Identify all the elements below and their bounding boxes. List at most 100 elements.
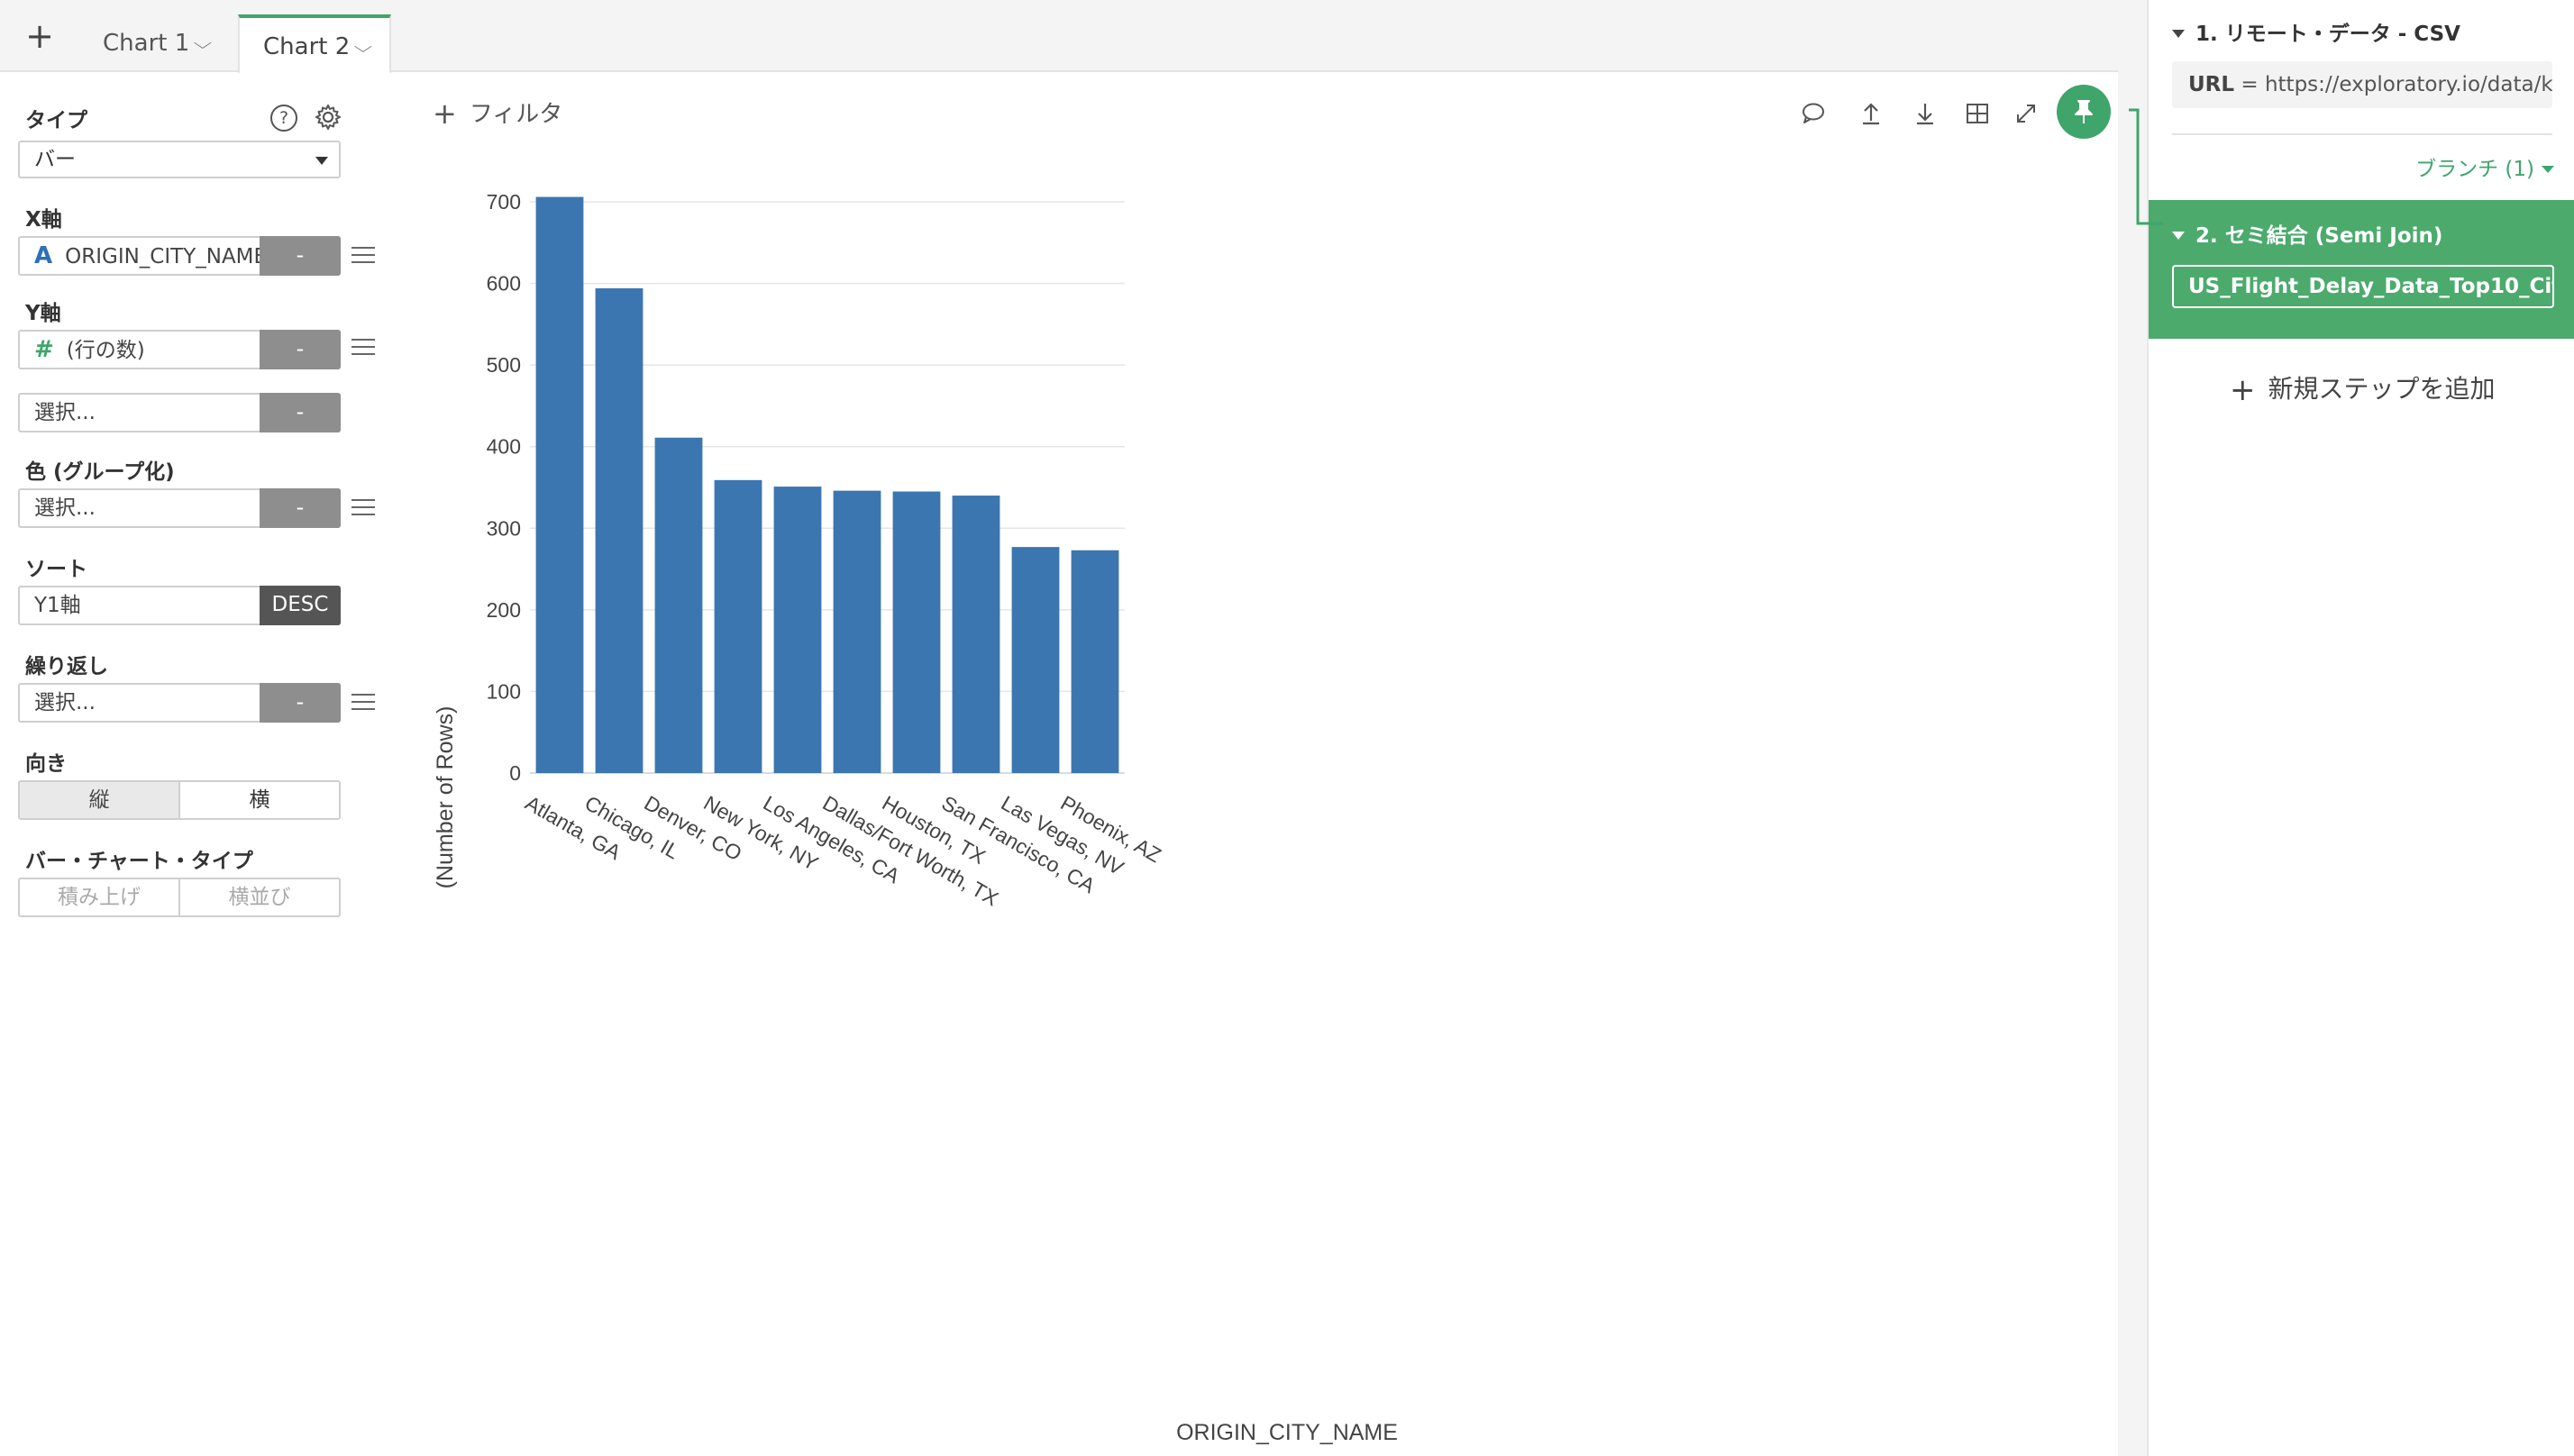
y2-axis-placeholder: 選択... — [34, 401, 96, 424]
bar[interactable] — [535, 196, 584, 773]
step-2-target-box[interactable]: US_Flight_Delay_Data_Top10_Citi... — [2172, 265, 2554, 308]
bar[interactable] — [1011, 547, 1060, 773]
bar[interactable] — [1071, 550, 1119, 773]
y-tick-label: 100 — [487, 679, 521, 703]
bar[interactable] — [952, 496, 1000, 773]
y-tick-label: 200 — [487, 598, 521, 622]
step-2-header[interactable]: 2. セミ結合 (Semi Join) — [2172, 218, 2442, 249]
step-connector — [2129, 108, 2163, 225]
text-type-icon: A — [34, 242, 53, 269]
bar[interactable] — [654, 437, 703, 773]
table-view-icon[interactable] — [1959, 96, 1995, 132]
add-chart-button[interactable]: + — [25, 16, 54, 56]
y-axis-value: (行の数) — [66, 339, 145, 362]
repeat-menu-icon[interactable] — [351, 692, 375, 712]
chart-type-value: バー — [34, 148, 76, 171]
branch-dropdown[interactable]: ブランチ (1) — [2415, 151, 2554, 182]
data-steps-panel: 1. リモート・データ - CSV URL = https://explorat… — [2147, 0, 2574, 1456]
chart-config-panel: タイプ ? バー X軸 A ORIGIN_CITY_NAME - Y軸 # (行の数… — [0, 72, 397, 1456]
add-filter-button[interactable]: + フィルタ — [433, 96, 562, 131]
y-tick-label: 300 — [487, 516, 521, 540]
orientation-label: 向き — [25, 752, 67, 776]
caret-down-icon — [2542, 166, 2554, 173]
bar[interactable] — [714, 479, 762, 773]
download-icon[interactable] — [1907, 96, 1943, 132]
orientation-horizontal-option[interactable]: 横 — [178, 782, 339, 818]
help-icon[interactable]: ? — [270, 105, 297, 132]
y-axis-label: Y軸 — [25, 302, 61, 325]
y-axis-function-button[interactable]: - — [260, 330, 341, 369]
y-axis-title: (Number of Rows) — [433, 706, 458, 889]
repeat-label: 繰り返し — [25, 655, 108, 678]
x-axis-title: ORIGIN_CITY_NAME — [1176, 1420, 1398, 1445]
x-axis-field[interactable]: A ORIGIN_CITY_NAME - — [18, 236, 341, 276]
y2-axis-field[interactable]: 選択... - — [18, 393, 341, 432]
y-axis-field[interactable]: # (行の数) - — [18, 330, 341, 369]
color-menu-icon[interactable] — [351, 497, 375, 517]
side-by-side-option[interactable]: 横並び — [178, 879, 339, 915]
bar[interactable] — [833, 490, 881, 773]
chart-area: + フィルタ 0 100 200 300 400 500 600 700 Atlanta, GA C… — [397, 72, 2118, 1456]
y-axis-menu-icon[interactable] — [351, 337, 375, 357]
steps-gutter — [2118, 0, 2147, 1456]
divider — [2172, 133, 2552, 135]
chart-type-select[interactable]: バー — [18, 141, 341, 178]
tab-chart-1[interactable]: Chart 1 ⌵ — [79, 14, 233, 72]
caret-down-icon — [2172, 232, 2185, 240]
orientation-toggle: 縦 横 — [18, 780, 341, 820]
sort-label: ソート — [25, 558, 87, 581]
color-placeholder: 選択... — [34, 496, 96, 520]
y-tick-label: 700 — [487, 190, 521, 214]
stacked-option[interactable]: 積み上げ — [58, 886, 141, 909]
chevron-down-icon: ⌵ — [353, 38, 373, 57]
chart-tab-bar: + Chart 1 ⌵ Chart 2 ⌵ — [0, 0, 2118, 74]
step-2-card[interactable]: 2. セミ結合 (Semi Join) US_Flight_Delay_Data… — [2149, 200, 2574, 339]
bar[interactable] — [892, 491, 941, 773]
sort-value: Y1軸 — [34, 594, 81, 617]
repeat-function-button[interactable]: - — [260, 683, 341, 723]
x-axis-menu-icon[interactable] — [351, 245, 375, 265]
y-tick-label: 500 — [487, 353, 521, 377]
plus-icon: + — [2230, 372, 2256, 408]
y-tick-label: 400 — [487, 435, 521, 459]
step-1-url-box[interactable]: URL = https://exploratory.io/data/k... — [2172, 61, 2552, 108]
url-equals: = — [2234, 73, 2265, 96]
chevron-down-icon: ⌵ — [193, 34, 213, 53]
plus-icon: + — [433, 96, 457, 131]
filter-label: フィルタ — [469, 101, 563, 128]
type-label: タイプ — [25, 109, 87, 132]
sort-direction-button[interactable]: DESC — [260, 586, 341, 625]
color-function-button[interactable]: - — [260, 488, 341, 528]
url-value: https://exploratory.io/data/k... — [2264, 73, 2552, 96]
step-2-title: 2. セミ結合 (Semi Join) — [2195, 224, 2443, 248]
color-field[interactable]: 選択... - — [18, 488, 341, 528]
bar[interactable] — [773, 487, 822, 773]
gear-icon[interactable] — [314, 103, 342, 132]
x-axis-label: X軸 — [25, 208, 62, 232]
y-tick-label: 600 — [487, 272, 521, 296]
comment-icon[interactable] — [1795, 96, 1831, 132]
orientation-vertical-option[interactable]: 縦 — [20, 782, 178, 818]
caret-down-icon — [2172, 30, 2185, 38]
x-axis-value: ORIGIN_CITY_NAME — [65, 245, 265, 268]
upload-icon[interactable] — [1853, 96, 1889, 132]
repeat-placeholder: 選択... — [34, 691, 96, 714]
tab-label: Chart 1 — [103, 30, 190, 57]
url-key: URL — [2188, 73, 2235, 96]
step-1-header[interactable]: 1. リモート・データ - CSV — [2172, 16, 2460, 47]
caret-down-icon — [315, 157, 328, 165]
pin-icon[interactable] — [2057, 85, 2111, 139]
add-step-label: 新規ステップを追加 — [2268, 374, 2496, 404]
add-step-button[interactable]: + 新規ステップを追加 — [2230, 369, 2496, 408]
y2-axis-function-button[interactable]: - — [260, 393, 341, 432]
color-label: 色 (グループ化) — [25, 460, 175, 484]
tab-label: Chart 2 — [263, 33, 351, 60]
y-tick-label: 0 — [509, 761, 521, 785]
x-axis-function-button[interactable]: - — [260, 236, 341, 276]
step-1-title: 1. リモート・データ - CSV — [2195, 23, 2460, 46]
sort-field[interactable]: Y1軸 DESC — [18, 586, 341, 625]
expand-icon[interactable] — [2008, 96, 2044, 132]
tab-chart-2[interactable]: Chart 2 ⌵ — [238, 14, 391, 74]
bar[interactable] — [595, 288, 644, 773]
repeat-field[interactable]: 選択... - — [18, 683, 341, 723]
